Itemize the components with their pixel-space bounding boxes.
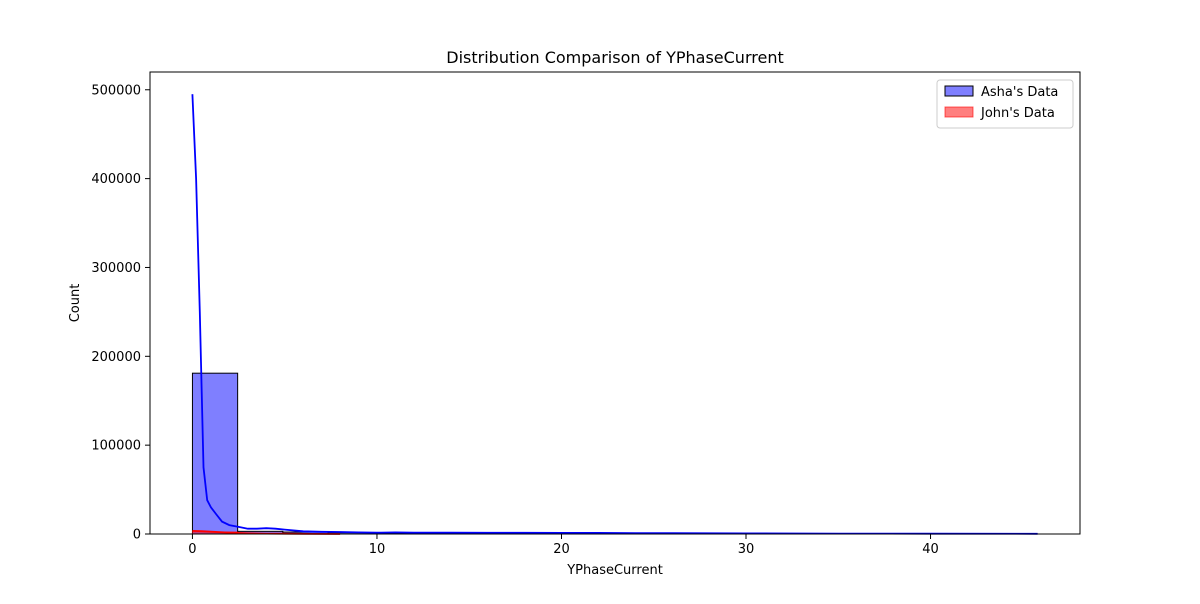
y-tick-label-500000: 500000 bbox=[91, 83, 141, 98]
x-tick-label-40: 40 bbox=[922, 542, 939, 557]
legend: Asha's Data John's Data bbox=[937, 80, 1073, 128]
x-axis-label: YPhaseCurrent bbox=[566, 563, 663, 578]
bar-asha-s-data-0 bbox=[192, 373, 237, 534]
legend-label-ashas-data: Asha's Data bbox=[981, 85, 1058, 100]
x-tick-label-10: 10 bbox=[369, 542, 386, 557]
y-tick-label-200000: 200000 bbox=[91, 350, 141, 365]
legend-swatch-johns-data bbox=[945, 107, 973, 117]
y-axis-label: Count bbox=[68, 284, 83, 323]
legend-swatch-ashas-data bbox=[945, 86, 973, 96]
y-tick-label-300000: 300000 bbox=[91, 261, 141, 276]
y-tick-label-100000: 100000 bbox=[91, 439, 141, 454]
y-tick-label-0: 0 bbox=[133, 528, 141, 543]
x-tick-label-0: 0 bbox=[188, 542, 196, 557]
chart-title: Distribution Comparison of YPhaseCurrent bbox=[446, 48, 783, 67]
x-tick-label-20: 20 bbox=[553, 542, 570, 557]
y-tick-label-400000: 400000 bbox=[91, 172, 141, 187]
legend-label-johns-data: John's Data bbox=[980, 106, 1055, 121]
x-tick-label-30: 30 bbox=[738, 542, 755, 557]
